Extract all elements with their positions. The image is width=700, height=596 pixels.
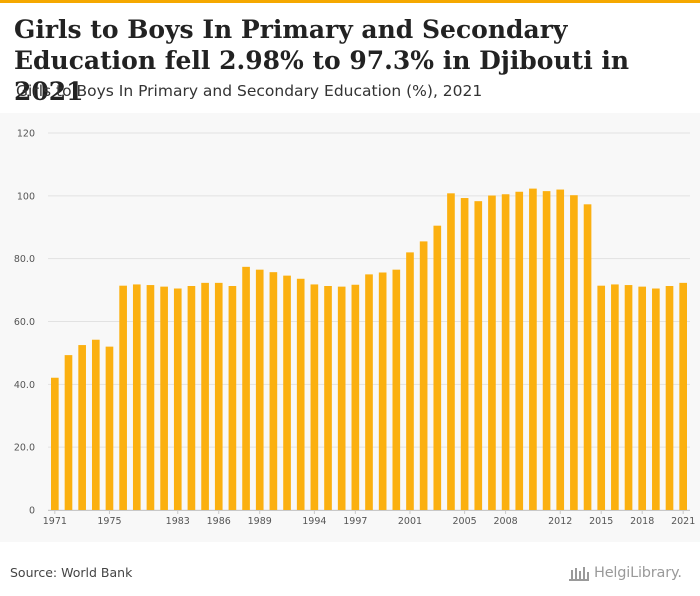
x-tick-label: 1997 [343,516,367,527]
bar [51,377,59,510]
bar [378,272,387,510]
bar [679,282,687,510]
x-tick-label: 2005 [453,516,477,527]
x-tick-label: 2015 [589,516,613,527]
y-tick-label: 60.0 [14,317,35,328]
x-tick-label: 1994 [302,516,326,527]
bar [665,285,674,510]
bar [515,191,524,510]
y-tick-label: 80.0 [14,254,35,265]
bar [269,272,278,510]
bar [132,284,141,510]
bar [119,285,127,510]
bar [624,285,633,510]
bar [501,194,510,510]
y-tick-label: 40.0 [14,380,35,391]
page-title: Girls to Boys In Primary and Secondary E… [14,15,630,106]
bar [324,285,332,510]
x-tick-label: 2021 [671,516,695,527]
bar [296,278,305,510]
y-tick-label: 0 [29,506,35,517]
bar [105,346,114,510]
x-tick-label: 2001 [398,516,422,527]
brand-logo[interactable]: HelgiLibrary. [568,561,692,585]
bar [542,191,551,510]
x-tick-label: 2008 [494,516,518,527]
bar [173,288,182,510]
bar [91,339,100,510]
bar [351,284,360,510]
bar [447,193,455,510]
library-icon [569,567,589,581]
bar [406,252,414,510]
x-tick-label: 1986 [207,516,231,527]
bar [228,285,237,510]
bar [365,274,373,510]
bar [474,201,483,510]
bar [638,286,647,510]
bar [310,284,319,510]
bar [556,189,565,511]
bar [214,282,223,510]
plot-area: 0 20.0 40.0 60.0 80.0 100 120 1971 1975 1983 1986 1… [0,113,700,542]
bar [529,188,537,511]
x-tick-label: 2012 [548,516,572,527]
bar [78,345,86,510]
x-tick-label: 1989 [248,516,272,527]
x-tick-label: 2018 [630,516,654,527]
bar [146,285,155,510]
x-tick-label: 1971 [43,516,67,527]
bar [460,198,469,510]
bar [242,266,250,510]
bar [187,285,196,510]
brand-name: HelgiLibrary. [594,565,682,581]
chart-subtitle: Girls to Boys In Primary and Secondary E… [16,82,483,100]
y-tick-label: 120 [17,129,35,140]
top-accent-rule [0,0,700,3]
x-tick-label: 1983 [166,516,190,527]
bar [419,241,428,510]
bar [283,275,291,510]
source-note: Source: World Bank [10,565,133,580]
bar [64,355,73,510]
bar [255,269,264,510]
bar [337,286,346,510]
bar [597,285,606,510]
bar [583,204,592,510]
bar [652,288,660,510]
bar [392,269,401,510]
y-tick-label: 20.0 [14,443,35,454]
bar [433,225,442,510]
bar [611,284,619,510]
x-tick-label: 1975 [97,516,121,527]
y-tick-label: 100 [17,191,35,202]
bar [160,286,168,510]
bar [570,195,578,510]
bar [488,195,496,510]
bar-chart: 0 20.0 40.0 60.0 80.0 100 120 1971 1975 1983 1986 1… [14,129,695,528]
bar [201,282,209,510]
